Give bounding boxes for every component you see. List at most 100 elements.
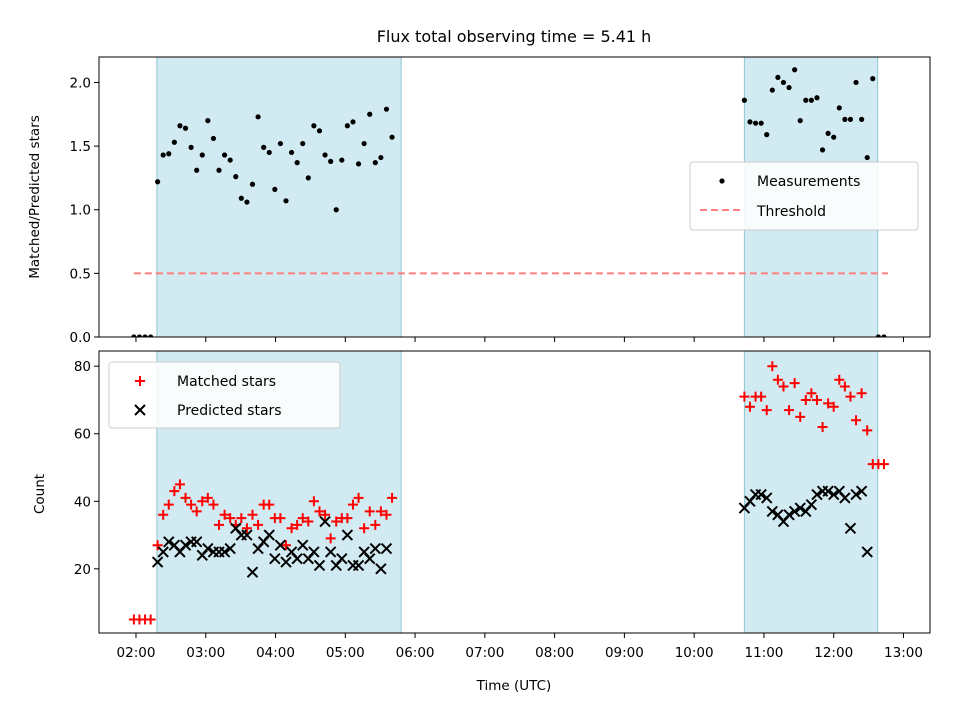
legend-box: [108, 361, 341, 429]
measurement-point: [300, 140, 306, 147]
shaded-interval: [156, 57, 402, 337]
matched-star-point: [253, 519, 264, 530]
measurement-point: [881, 334, 887, 337]
measurement-point: [741, 97, 748, 103]
predicted-star-point: [844, 522, 857, 535]
x-tick-label: 10:00: [675, 645, 714, 661]
matched-star-point: [180, 492, 191, 503]
predicted-star-point: [369, 542, 382, 555]
matched-star-point: [353, 492, 364, 503]
measurement-point: [355, 161, 362, 167]
measurement-point: [339, 157, 345, 163]
measurement-point: [797, 118, 803, 124]
measurement-point: [752, 120, 759, 126]
predicted-star-point: [263, 529, 275, 541]
predicted-star-point: [805, 498, 818, 511]
predicted-star-point: [855, 485, 868, 497]
bottom-panel: 20 40 60 80 02:00 03:00 04:00 05:00 06:00 07:00 08…: [74, 350, 931, 661]
matched-star-point: [370, 519, 381, 530]
matched-star-point: [359, 523, 370, 534]
measurement-point: [814, 95, 820, 101]
predicted-star-point: [375, 563, 387, 575]
matched-star-point: [320, 509, 331, 520]
predicted-star-point: [850, 488, 862, 501]
measurement-point: [294, 160, 300, 166]
x-tick-label: 06:00: [396, 645, 435, 661]
y-tick-label: 60: [74, 427, 91, 443]
matched-star-point: [817, 421, 828, 432]
matched-star-point: [364, 506, 375, 517]
measurement-point: [166, 151, 172, 157]
legend-marker-predicted: [134, 404, 146, 416]
predicted-star-point: [783, 509, 795, 521]
matched-star-point: [795, 411, 806, 422]
y-tick-label: 1.5: [70, 139, 91, 155]
measurement-point: [283, 198, 289, 204]
matched-star-point: [756, 391, 767, 402]
matched-star-point: [789, 378, 800, 389]
y-tick-label: 20: [74, 562, 91, 578]
x-tick-label: 12:00: [814, 645, 853, 661]
matched-star-point: [163, 499, 174, 510]
predicted-star-point: [324, 546, 337, 558]
predicted-star-point: [190, 536, 203, 548]
predicted-star-point: [822, 485, 834, 497]
predicted-star-point: [151, 556, 164, 568]
matched-star-point: [744, 401, 755, 412]
predicted-star-point: [313, 559, 326, 572]
predicted-star-point: [352, 559, 365, 572]
matched-star-point: [778, 381, 789, 392]
measurement-point: [792, 67, 798, 73]
matched-star-point: [767, 361, 778, 372]
matched-star-point: [823, 398, 834, 409]
y-tick-label: 2.0: [70, 75, 91, 91]
predicted-star-point: [364, 552, 376, 565]
matched-star-point: [784, 405, 795, 416]
measurement-point: [344, 123, 350, 129]
matched-star-point: [387, 492, 398, 503]
measurement-point: [758, 120, 764, 126]
measurement-point: [221, 152, 228, 158]
top-y-axis-label: Matched/Predicted stars: [27, 115, 43, 278]
predicted-star-point: [336, 552, 348, 565]
matched-star-point: [169, 486, 180, 497]
legend-label-threshold: Threshold: [756, 204, 826, 220]
y-tick-label: 40: [74, 494, 91, 510]
matched-star-point: [214, 519, 225, 530]
x-tick-label: 13:00: [884, 645, 923, 661]
predicted-star-point: [319, 515, 331, 528]
matched-star-point: [314, 506, 325, 517]
measurement-point: [182, 125, 189, 131]
predicted-star-point: [308, 546, 320, 558]
matched-star-point: [186, 499, 197, 510]
predicted-star-point: [163, 536, 175, 548]
measurement-point: [277, 140, 284, 147]
measurement-point: [361, 140, 367, 147]
legend: Measurements Threshold: [689, 161, 919, 231]
measurement-point: [831, 134, 837, 140]
measurement-point: [136, 334, 143, 337]
matched-star-point: [878, 459, 889, 470]
predicted-star-point: [218, 546, 231, 558]
axes-frame: [98, 350, 931, 634]
matched-star-point: [811, 394, 822, 405]
matched-star-point: [834, 374, 845, 385]
measurement-point: [188, 144, 194, 150]
bottom-y-axis-label: Count: [32, 474, 48, 514]
legend-box: [689, 161, 919, 231]
measurement-point: [808, 97, 814, 103]
predicted-star-point: [291, 552, 303, 565]
matched-star-point: [739, 391, 750, 402]
matched-star-point: [264, 499, 275, 510]
measurement-point: [328, 158, 334, 164]
matched-star-point: [845, 391, 856, 402]
measurement-point: [194, 167, 200, 173]
measurement-point: [272, 186, 278, 192]
measurement-point: [205, 118, 211, 124]
measurement-point: [171, 139, 177, 145]
chart-title: Flux total observing time = 5.41 h: [377, 27, 652, 46]
measurement-point: [305, 175, 311, 181]
measurement-point: [780, 79, 787, 86]
matched-star-point: [308, 496, 319, 507]
